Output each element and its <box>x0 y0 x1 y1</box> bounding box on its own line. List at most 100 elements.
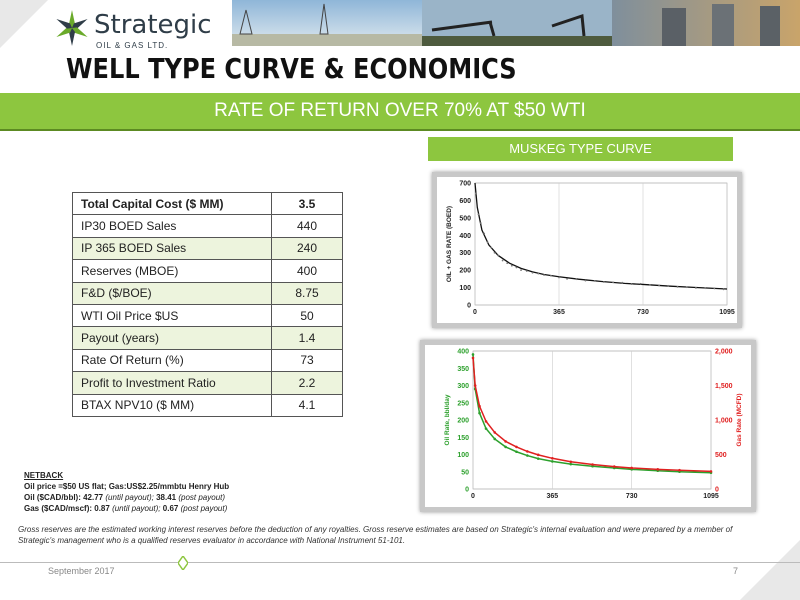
table-row: Payout (years) 1.4 <box>72 326 343 350</box>
data-point <box>649 284 651 286</box>
data-point <box>484 420 488 423</box>
table-row: Reserves (MBOE) 400 <box>72 259 343 283</box>
data-point <box>504 440 507 443</box>
data-point <box>478 411 481 415</box>
oilfield-banner-image <box>232 0 800 46</box>
gas-netback-label: Gas ($CAD/mscf): <box>24 504 95 513</box>
data-point <box>493 251 496 254</box>
table-row: IP 365 BOED Sales 240 <box>72 236 343 261</box>
table-row: IP30 BOED Sales 440 <box>72 214 343 238</box>
y2-tick-label: 500 <box>715 452 727 459</box>
data-point <box>501 259 504 262</box>
data-point <box>678 468 681 472</box>
footer-date: September 2017 <box>48 566 115 576</box>
post-payout-label: (post payout) <box>178 493 226 502</box>
y-tick-label: 50 <box>461 469 469 476</box>
data-point <box>569 460 573 464</box>
plot-area <box>472 350 712 490</box>
row-label: WTI Oil Price $US <box>72 303 272 328</box>
gas-post-value: 0.67 <box>162 504 179 513</box>
data-point <box>520 269 522 272</box>
data-point <box>685 286 688 289</box>
data-point <box>497 254 499 257</box>
data-point <box>591 463 594 466</box>
y2-tick-label: 1,000 <box>715 418 733 425</box>
type-curve-label: MUSKEG TYPE CURVE <box>428 137 733 161</box>
y-tick-label: 200 <box>459 268 471 275</box>
y-axis-label: OIL + GAS RATE (BOED) <box>446 206 453 282</box>
table-row: Rate Of Return (%) 73 <box>72 348 343 373</box>
row-label: IP30 BOED Sales <box>72 214 272 238</box>
y2-tick-label: 2,000 <box>715 349 733 356</box>
data-point <box>630 466 633 470</box>
data-point <box>695 287 697 289</box>
row-label: Reserves (MBOE) <box>72 259 272 283</box>
data-point <box>473 384 477 387</box>
data-point <box>531 271 534 274</box>
oil-until-value: 42.77 <box>83 493 104 502</box>
y-tick-label: 100 <box>457 452 469 459</box>
data-point <box>602 281 605 283</box>
table-row: BTAX NPV10 ($ MM) 4.1 <box>72 393 343 417</box>
data-point <box>550 274 552 277</box>
data-point <box>490 246 493 249</box>
y-tick-label: 150 <box>457 435 469 442</box>
data-point <box>471 356 475 360</box>
corner-decoration <box>0 0 48 48</box>
y-tick-label: 0 <box>465 487 469 494</box>
x-tick-label: 1095 <box>703 493 719 500</box>
data-point <box>713 287 716 290</box>
data-point <box>612 465 616 468</box>
row-label: Total Capital Cost ($ MM) <box>72 191 272 216</box>
data-point <box>537 272 540 275</box>
row-value: 400 <box>271 259 343 283</box>
headline-banner: RATE OF RETURN OVER 70% AT $50 WTI <box>0 93 800 131</box>
row-value: 240 <box>271 236 343 261</box>
data-point <box>569 462 573 466</box>
y-tick-label: 0 <box>467 303 471 310</box>
netback-notes: NETBACK Oil price =$50 US flat; Gas:US$2… <box>24 470 229 514</box>
y2-tick-label: 0 <box>715 487 719 494</box>
row-label: BTAX NPV10 ($ MM) <box>72 393 272 417</box>
data-point <box>543 274 545 276</box>
company-logo: Strategic OIL & GAS LTD. <box>52 8 222 50</box>
y2-tick-label: 1,500 <box>715 383 733 390</box>
data-point <box>658 284 661 287</box>
x-tick-label: 730 <box>626 493 638 500</box>
post-payout-label: (post payout) <box>180 504 228 513</box>
x-tick-label: 365 <box>546 493 558 500</box>
data-point <box>504 445 507 449</box>
x-tick-label: 0 <box>473 309 477 316</box>
row-value: 440 <box>271 214 343 238</box>
row-value: 2.2 <box>271 371 343 395</box>
data-point <box>551 460 554 463</box>
data-point <box>506 262 509 265</box>
y-tick-label: 500 <box>459 215 471 222</box>
data-point <box>558 276 560 279</box>
data-point <box>656 468 660 471</box>
y-tick-label: 700 <box>459 181 471 188</box>
data-point <box>621 281 624 284</box>
y-tick-label: 200 <box>457 418 469 425</box>
y-axis-label: Oil Rate, bbl/day <box>444 394 451 445</box>
table-row: F&D ($/BOE) 8.75 <box>72 281 343 305</box>
x-tick-label: 1095 <box>719 309 735 316</box>
data-point <box>575 278 578 281</box>
row-value: 50 <box>271 303 343 328</box>
logo-star-icon <box>56 10 88 46</box>
y2-axis-label: Gas Rate (MCFD) <box>736 393 743 446</box>
data-point <box>584 279 587 282</box>
data-point <box>639 282 642 285</box>
row-label: Profit to Investment Ratio <box>72 371 272 395</box>
data-point <box>515 266 518 269</box>
headline-text: RATE OF RETURN OVER 70% AT $50 WTI <box>214 100 586 121</box>
data-point <box>526 454 529 457</box>
netback-line-1: Oil price =$50 US flat; Gas:US$2.25/mmbt… <box>24 481 229 492</box>
y-tick-label: 400 <box>459 233 471 240</box>
netback-price-text: Oil price =$50 US flat; Gas:US$2.25/mmbt… <box>24 482 230 491</box>
combined-rate-chart-svg: 0 365 730 1095 0 100 200 300 400 500 600 700 OIL + G… <box>446 181 735 317</box>
data-point <box>483 232 486 235</box>
x-tick-label: 365 <box>553 309 565 316</box>
oil-gas-rate-chart: 0 365 730 1095 0 50 100 150 200 250 300 350 400 0 500 1… <box>420 340 756 512</box>
data-point <box>525 270 528 272</box>
